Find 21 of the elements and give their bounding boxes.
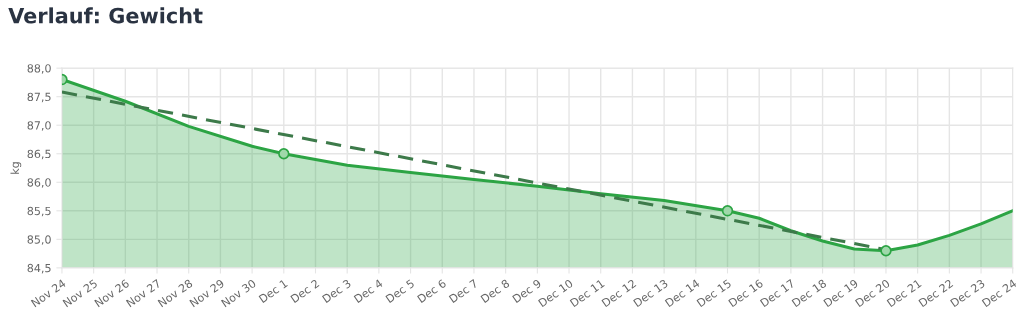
x-tick-label: Dec 3 [321, 278, 352, 304]
y-tick-label: 88,0 [27, 64, 51, 74]
point [278, 148, 290, 160]
x-tick-label: Dec 2 [290, 279, 320, 304]
point [721, 205, 734, 217]
x-tick-label: Dec 1 [258, 279, 288, 304]
point [880, 245, 892, 257]
y-tick-label: 85,5 [27, 206, 51, 217]
y-tick-label: 87,0 [27, 121, 51, 131]
y-axis-title: kg [10, 162, 22, 174]
x-tick-label: Dec 8 [480, 278, 510, 304]
y-tick-label: 85,0 [27, 235, 51, 245]
x-tick-label: Dec 6 [416, 278, 447, 304]
x-tick-label: Dec 7 [448, 279, 479, 304]
x-tick-label: Dec 5 [385, 279, 415, 304]
x-tick-label: Dec 4 [353, 278, 384, 304]
y-tick-label: 86,0 [27, 178, 51, 188]
y-tick-label: 87,5 [27, 92, 51, 103]
chart-title: Verlauf: Gewicht [8, 7, 203, 24]
y-tick-label: 86,5 [27, 149, 51, 160]
y-tick-label: 84,5 [27, 263, 51, 274]
